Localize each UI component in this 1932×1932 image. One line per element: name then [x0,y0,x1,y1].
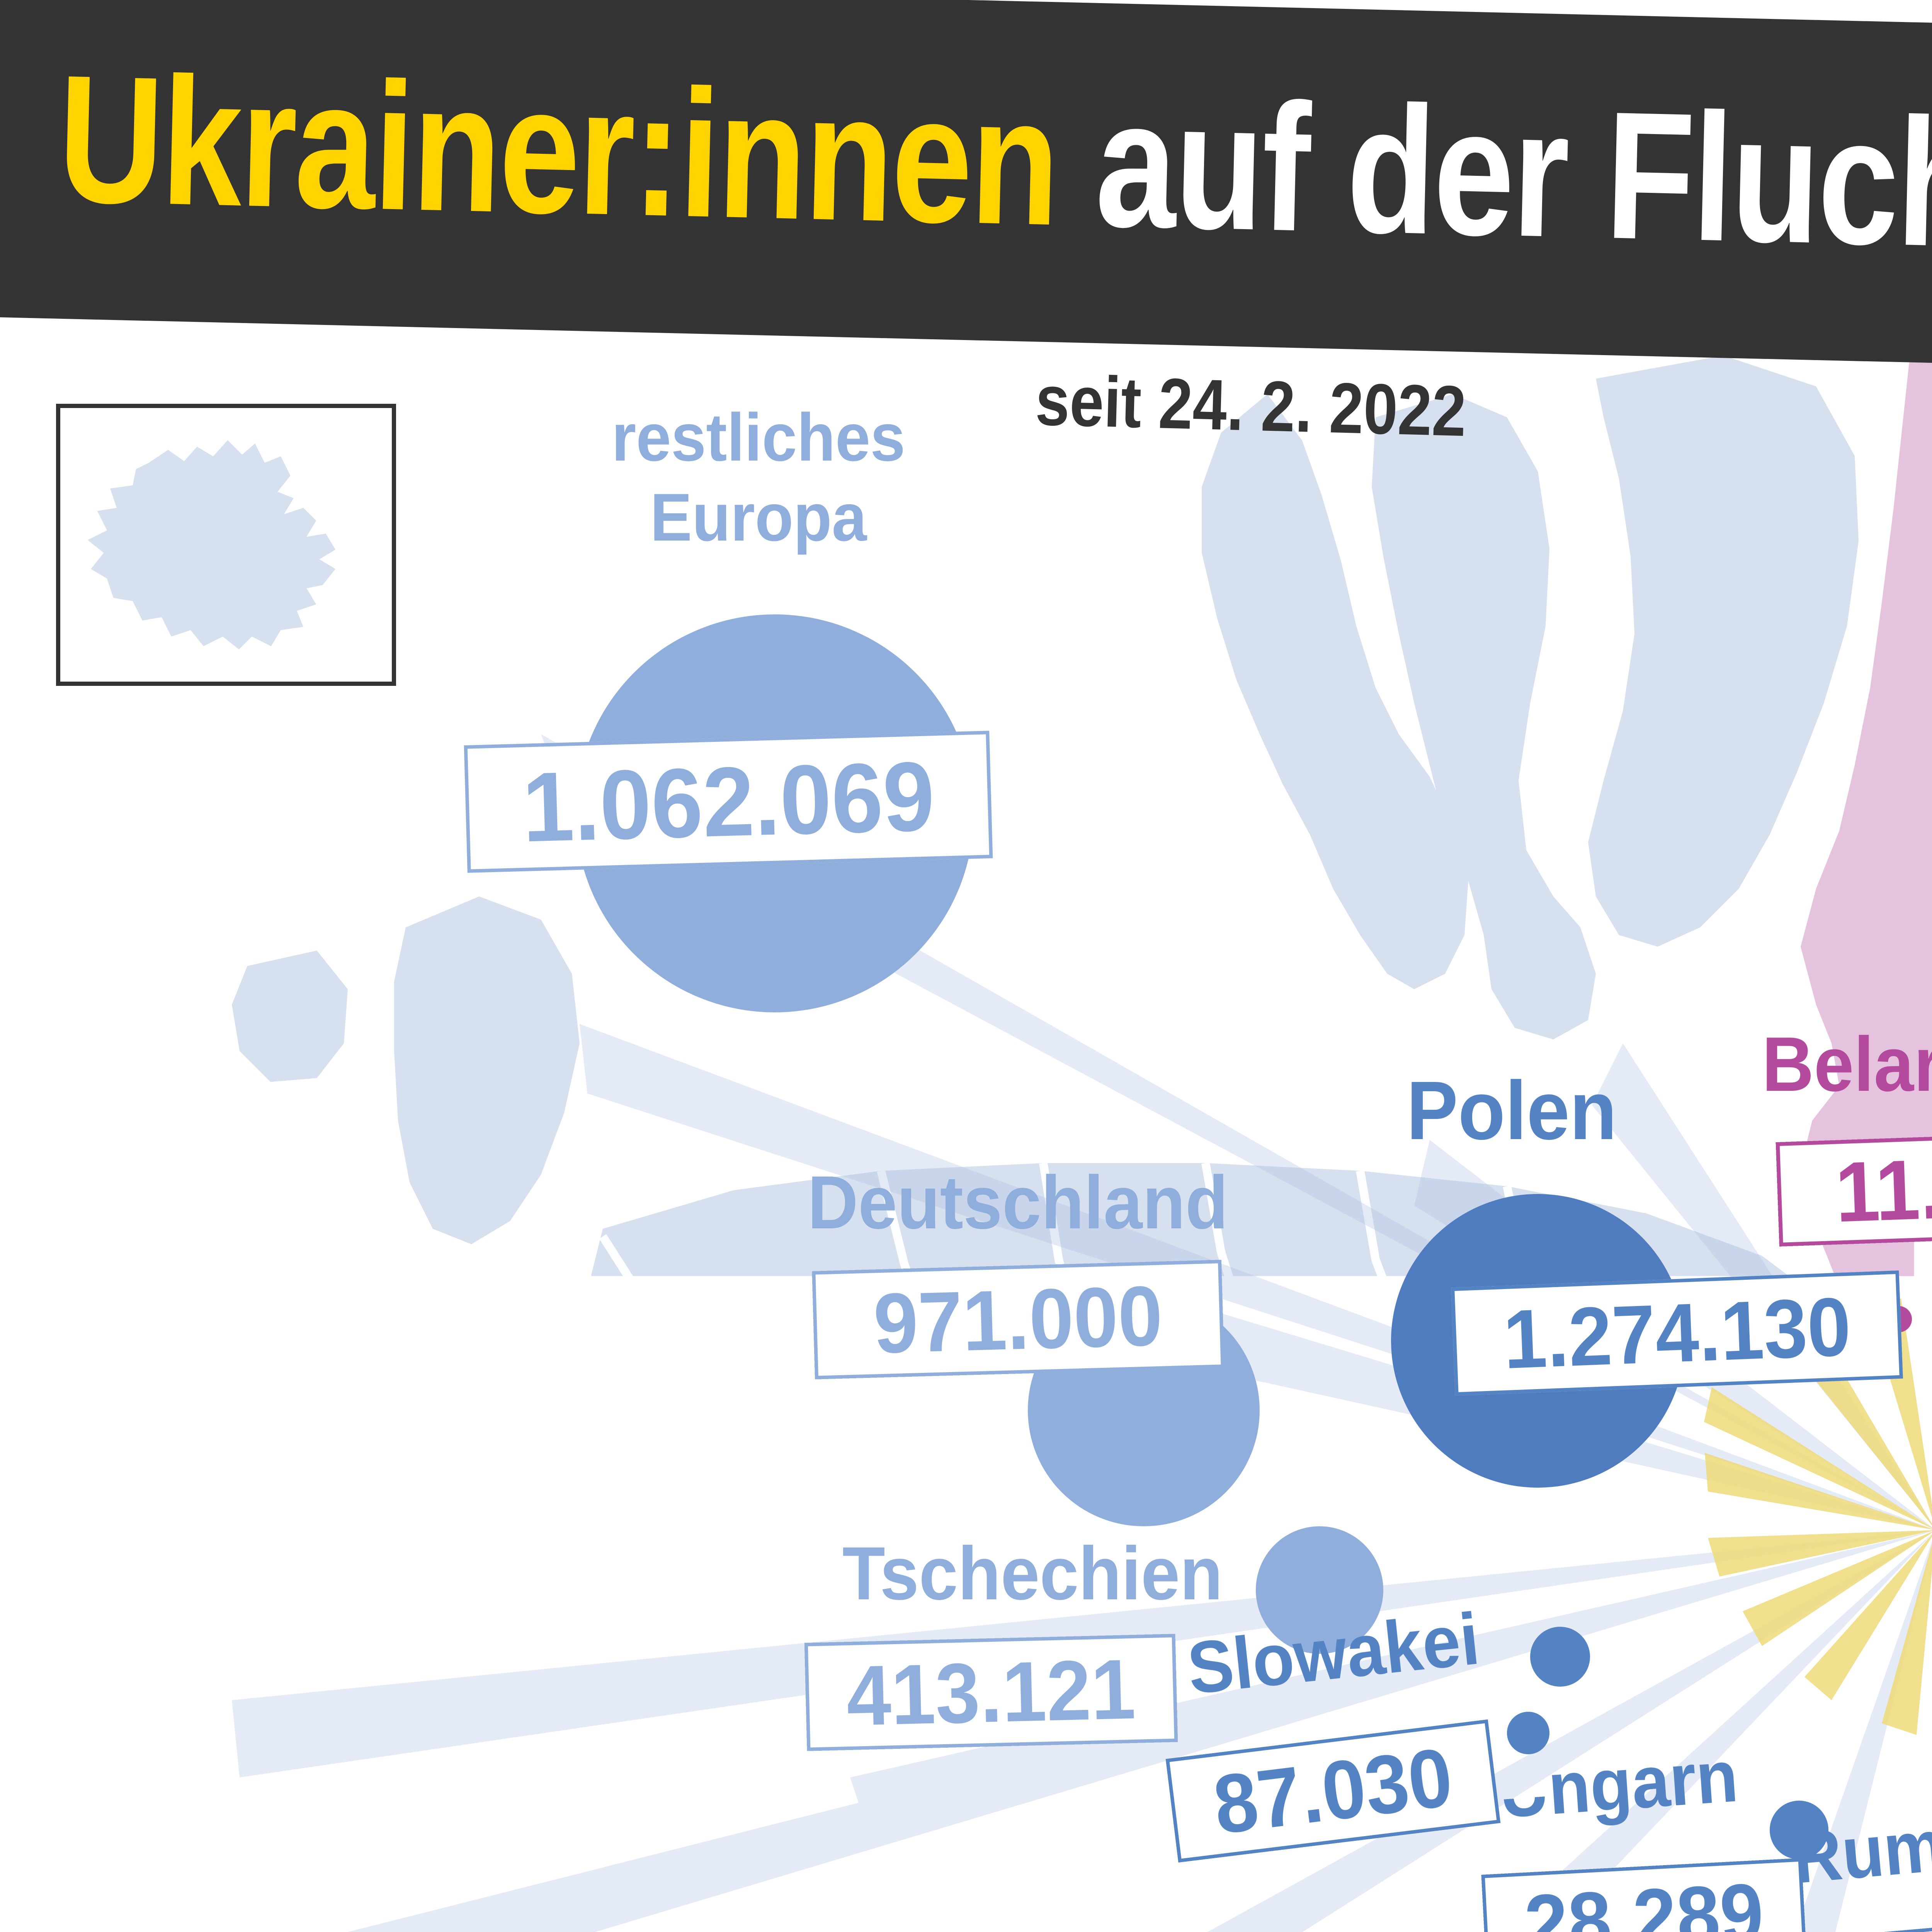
value-box-restliches-europa: 1.062.069 [464,731,993,873]
bubble-slowakei [1530,1627,1590,1687]
label-tschechien: Tschechien [842,1530,1223,1617]
value-deutschland: 971.000 [872,1267,1164,1372]
value-box-deutschland: 971.000 [812,1260,1224,1379]
label-belarus: Belarus [1762,1020,1932,1109]
label-tschechien-text: Tschechien [842,1531,1223,1616]
subtitle: seit 24. 2. 2022 [1034,359,1467,452]
value-restliches-europa: 1.062.069 [521,740,936,864]
header-content: Ukrainer:innen auf der Flucht [0,0,1932,378]
iceland-inset-box [56,404,396,686]
label-restliches-europa-line2: Europa [568,478,949,558]
label-deutschland-text: Deutschland [808,1160,1228,1245]
label-restliches-europa-line1: restliches [568,398,949,478]
label-deutschland: Deutschland [808,1159,1228,1246]
infographic-poster: Ukrainer:innen auf der Flucht seit 24. 2… [0,0,1932,1932]
title-rest: auf der Flucht [1055,61,1932,286]
label-polen-text: Polen [1406,1064,1617,1157]
value-box-polen: 1.274.130 [1451,1270,1903,1396]
value-box-tschechien: 413.121 [804,1634,1178,1751]
value-tschechien: 413.121 [845,1640,1136,1745]
label-belarus-text: Belarus [1762,1021,1932,1107]
value-polen: 1.274.130 [1502,1279,1852,1388]
page-title: Ukrainer:innen auf der Flucht [56,48,1932,276]
label-polen: Polen [1406,1063,1617,1158]
label-ungarn-text: Ungarn [1497,1735,1741,1833]
iceland-shape [60,408,392,682]
title-highlight: Ukrainer:innen [56,37,1060,264]
value-belarus: 11.408 [1833,1135,1932,1242]
label-ungarn: Ungarn [1496,1734,1740,1835]
label-restliches-europa: restliches Europa [568,398,949,558]
value-ungarn: 28.289 [1522,1864,1766,1932]
value-box-belarus: 11.408 [1776,1130,1932,1247]
